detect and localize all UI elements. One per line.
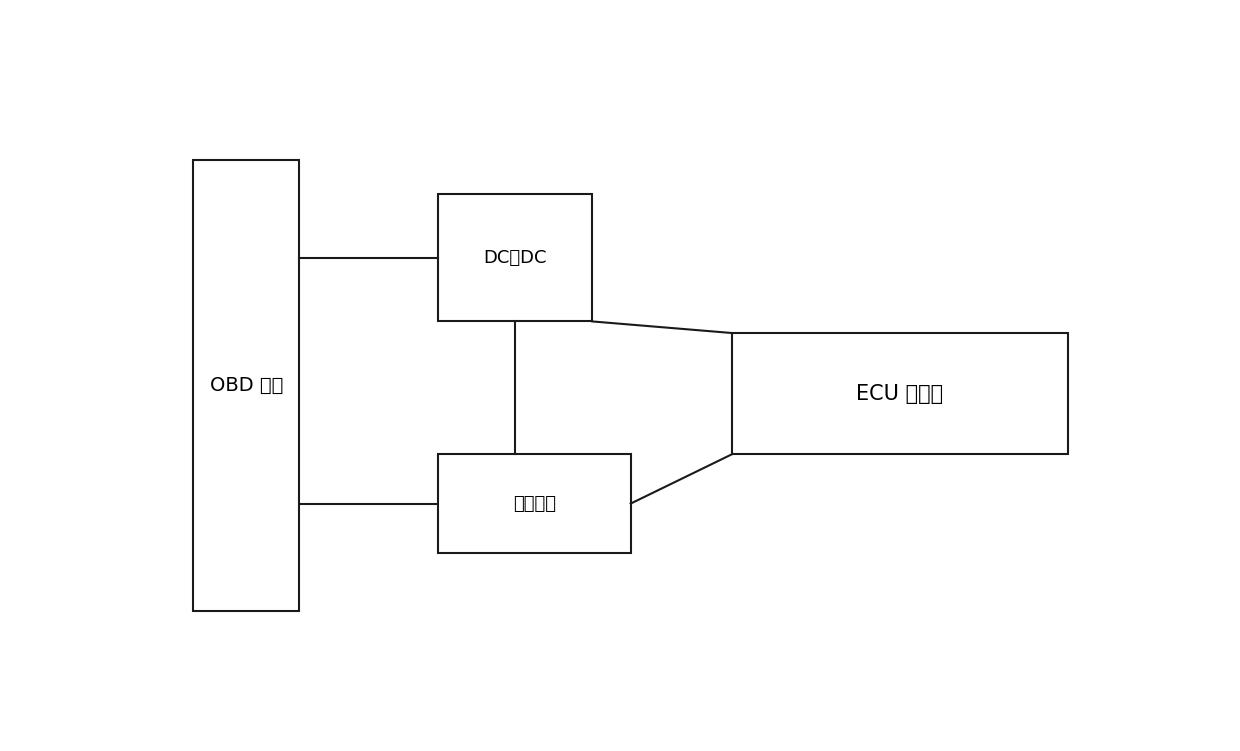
Bar bbox=[439, 195, 593, 321]
Text: OBD 接口: OBD 接口 bbox=[210, 376, 283, 394]
Bar bbox=[732, 333, 1068, 454]
Text: DC：DC: DC：DC bbox=[484, 249, 547, 267]
Text: ECU 控制器: ECU 控制器 bbox=[856, 384, 944, 404]
Bar bbox=[439, 454, 631, 553]
Bar bbox=[193, 159, 299, 611]
Text: 接口电路: 接口电路 bbox=[513, 495, 556, 513]
